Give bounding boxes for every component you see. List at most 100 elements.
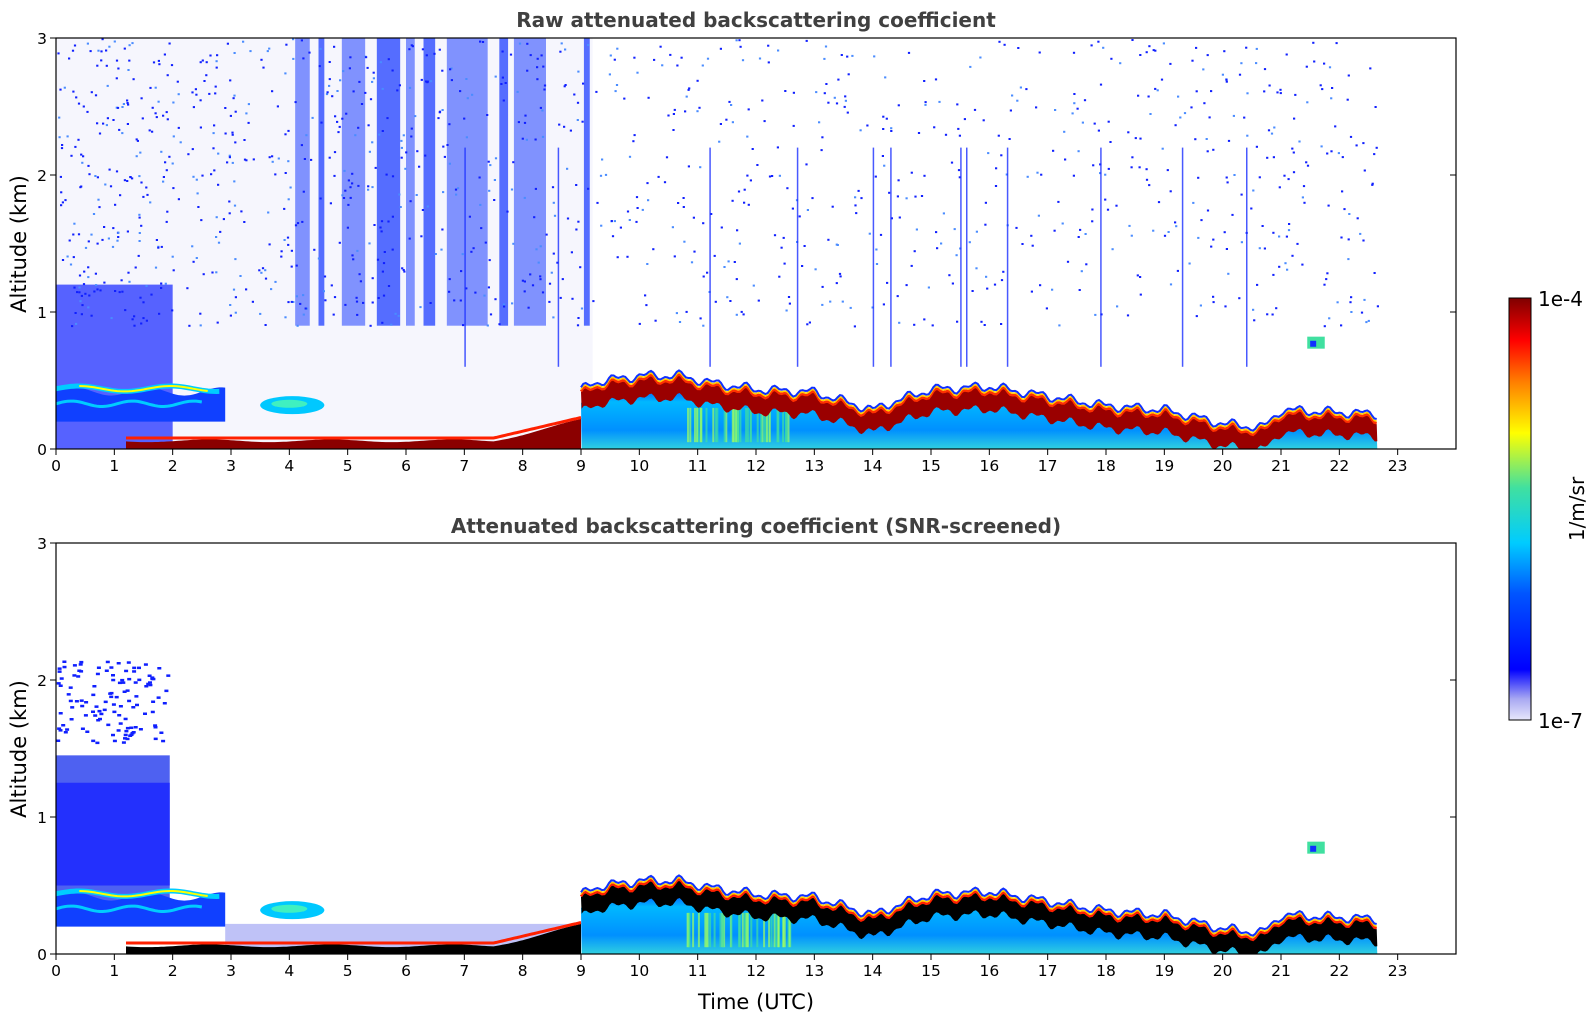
noise-speckle: [205, 61, 208, 64]
surface-layer-edge: [126, 921, 582, 945]
noise-speckle: [202, 273, 205, 276]
noise-speckle: [1154, 49, 1157, 52]
noise-speckle: [149, 86, 152, 89]
noise-speckle: [372, 71, 375, 74]
screened-speckle: [129, 726, 134, 729]
noise-speckle: [266, 50, 269, 53]
noise-speckle: [1225, 80, 1228, 83]
noise-speckle: [357, 184, 360, 187]
noise-speckle: [1231, 213, 1234, 216]
panel-1-title: Raw attenuated backscattering coefficien…: [516, 8, 996, 32]
noise-speckle: [552, 201, 555, 204]
noise-speckle: [1157, 201, 1161, 204]
noise-speckle: [509, 53, 513, 56]
noise-speckle: [448, 162, 451, 165]
surface-layer-edge: [126, 416, 582, 440]
noise-speckle: [669, 53, 672, 56]
screened-speckle: [124, 669, 129, 673]
noise-speckle: [1256, 283, 1259, 286]
noise-speckle: [138, 216, 141, 219]
colorbar-gradient: [1508, 297, 1532, 721]
noise-speckle: [692, 216, 695, 219]
noise-speckle: [283, 239, 286, 241]
noise-speckle: [731, 121, 734, 124]
noise-speckle: [994, 185, 998, 187]
noise-speckle: [453, 299, 456, 302]
x-tick-label: 0: [51, 962, 61, 980]
noise-speckle: [516, 90, 519, 93]
noise-speckle: [296, 324, 299, 327]
screened-speckle: [118, 722, 123, 725]
noise-speckle: [459, 90, 462, 93]
noise-speckle: [1283, 174, 1286, 177]
noise-speckle: [647, 96, 650, 99]
noise-speckle: [683, 240, 686, 243]
noise-speckle: [628, 219, 631, 221]
noise-speckle: [421, 209, 424, 211]
noise-speckle: [1119, 62, 1122, 65]
noise-speckle: [1373, 272, 1376, 274]
noise-speckle: [540, 54, 543, 57]
noise-speckle: [982, 119, 985, 122]
noise-speckle: [1341, 190, 1344, 193]
noise-speckle: [1097, 40, 1100, 43]
noise-speckle: [1063, 130, 1066, 133]
noise-speckle: [1212, 295, 1215, 298]
noise-speckle: [151, 106, 154, 109]
noise-speckle: [63, 86, 66, 89]
noise-speckle: [682, 197, 685, 199]
noise-speckle: [798, 215, 801, 218]
x-tick-label: 4: [284, 457, 294, 475]
x-tick-label: 12: [746, 457, 766, 475]
noise-speckle: [1328, 66, 1332, 69]
noise-speckle: [890, 130, 893, 132]
noise-speckle: [1052, 149, 1055, 152]
noise-speckle: [1336, 301, 1339, 304]
screened-speckle: [117, 681, 122, 685]
noise-speckle: [1177, 95, 1180, 98]
noise-speckle: [654, 319, 657, 322]
noise-speckle: [998, 40, 1001, 43]
noise-speckle: [332, 313, 335, 316]
noise-speckle: [157, 59, 160, 62]
noise-speckle: [1174, 221, 1177, 224]
layer-streak: [704, 912, 707, 948]
noise-speckle: [511, 302, 514, 305]
noise-speckle: [521, 279, 524, 282]
x-tick-label: 22: [1329, 962, 1349, 980]
screened-speckle: [150, 676, 155, 679]
noise-speckle: [373, 224, 376, 226]
x-tick-label: 5: [343, 962, 353, 980]
y-tick-label: 0: [37, 946, 47, 964]
noise-speckle: [564, 84, 567, 86]
noise-speckle: [687, 165, 690, 168]
noise-speckle: [362, 301, 365, 304]
layer-streak: [750, 912, 753, 948]
noise-speckle: [229, 114, 232, 117]
screened-speckle: [63, 731, 68, 734]
noise-speckle: [890, 127, 893, 130]
noise-speckle: [860, 197, 863, 200]
noise-speckle: [688, 87, 691, 90]
noise-speckle: [239, 275, 242, 277]
x-tick-label: 9: [576, 962, 586, 980]
noise-speckle: [1233, 174, 1236, 176]
noise-speckle: [214, 92, 217, 95]
screened-speckle: [57, 727, 62, 730]
screened-speckle: [121, 741, 126, 744]
noise-speckle: [172, 269, 175, 272]
screened-speckle: [69, 718, 74, 721]
noise-speckle: [1272, 156, 1275, 159]
noise-speckle: [957, 169, 961, 172]
noise-speckle: [217, 241, 221, 244]
noise-speckle: [106, 84, 109, 87]
noise-speckle: [525, 138, 528, 141]
noise-speckle: [616, 47, 619, 50]
noise-speckle: [336, 120, 339, 123]
screened-speckle: [62, 665, 67, 669]
noise-speckle: [1025, 88, 1028, 91]
noise-speckle: [720, 226, 723, 229]
noise-speckle: [1359, 232, 1362, 235]
noise-speckle: [1212, 238, 1215, 241]
noise-speckle: [890, 217, 893, 220]
